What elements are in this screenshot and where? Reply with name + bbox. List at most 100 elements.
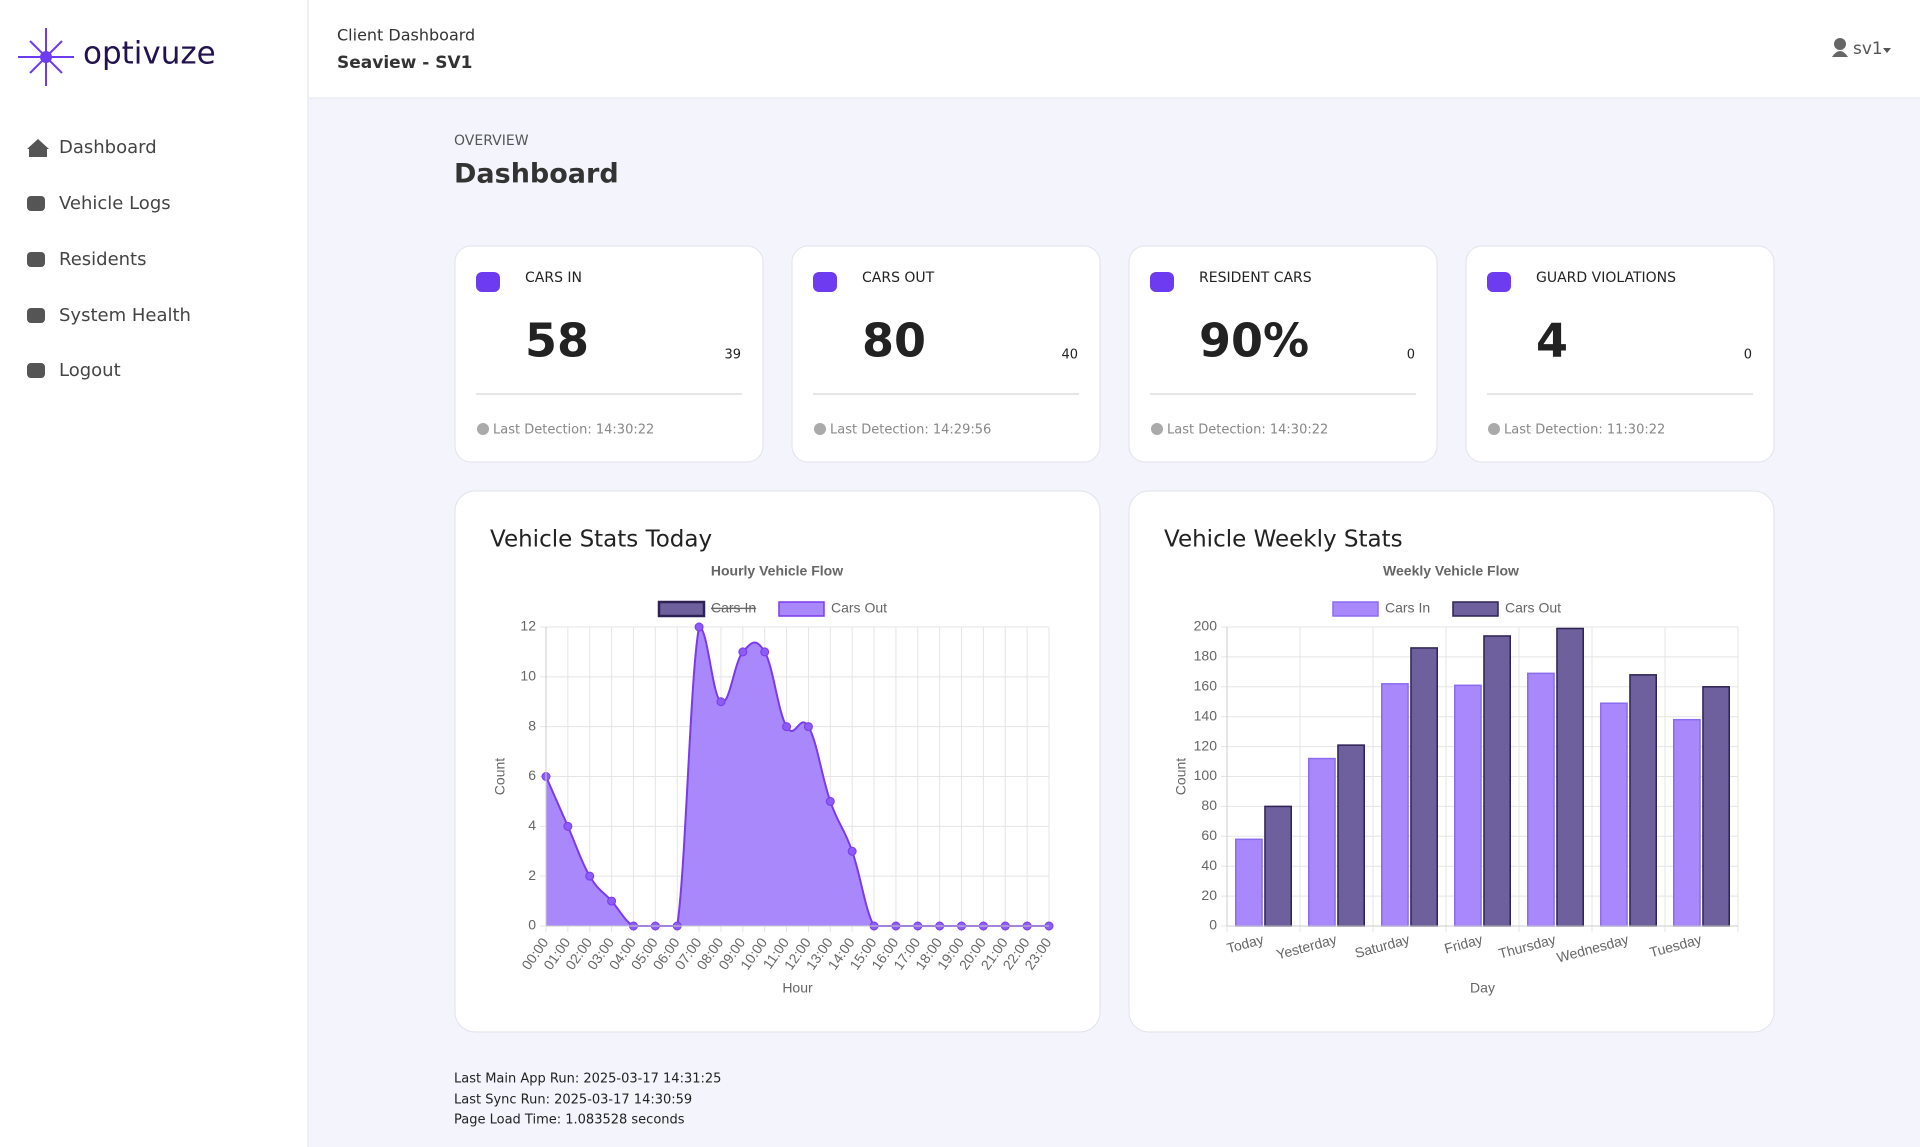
nav-item[interactable]: Residents bbox=[27, 249, 147, 270]
bar bbox=[1556, 627, 1584, 927]
brand: optivuze bbox=[83, 36, 216, 72]
legend-swatch bbox=[778, 601, 825, 617]
logo-core bbox=[40, 51, 52, 63]
x-axis-title: Hour bbox=[782, 980, 813, 996]
footer-line: Last Sync Run: 2025-03-17 14:30:59 bbox=[454, 1093, 692, 1108]
chart-title: Weekly Vehicle Flow bbox=[1383, 563, 1519, 579]
bar bbox=[1410, 647, 1438, 927]
stat-card: GUARD VIOLATIONS 4 0 Last Detection: 11:30:… bbox=[1465, 245, 1775, 463]
bar bbox=[1483, 635, 1511, 927]
point bbox=[585, 871, 595, 881]
y-tick-label: 80 bbox=[1201, 797, 1217, 813]
card-label: CARS IN bbox=[525, 270, 582, 286]
y-tick-label: 100 bbox=[1194, 767, 1218, 783]
user-icon bbox=[1834, 38, 1846, 50]
y-tick-label: 2 bbox=[528, 867, 536, 883]
legend-label: Cars Out bbox=[831, 600, 887, 616]
chart: Weekly Vehicle Flow Cars In Cars Out 0 20 40 6… bbox=[1173, 563, 1739, 996]
card-value: 80 bbox=[862, 314, 926, 368]
point bbox=[760, 647, 770, 657]
sidebar bbox=[0, 0, 308, 1147]
y-tick-label: 180 bbox=[1194, 648, 1218, 664]
legend-item[interactable]: Cars Out bbox=[778, 600, 887, 617]
clock-icon bbox=[477, 423, 489, 435]
nav-icon bbox=[27, 252, 45, 267]
nav-item[interactable]: Vehicle Logs bbox=[27, 193, 171, 214]
y-tick-label: 12 bbox=[520, 618, 536, 634]
y-axis-title: Count bbox=[1173, 758, 1189, 795]
clock-icon bbox=[814, 423, 826, 435]
nav-label: Logout bbox=[59, 360, 121, 381]
user-name: sv1 bbox=[1853, 39, 1883, 59]
caret bbox=[1883, 48, 1891, 53]
bar bbox=[1235, 838, 1263, 927]
clock-icon bbox=[1151, 423, 1163, 435]
area bbox=[546, 627, 1049, 926]
bar bbox=[1454, 684, 1482, 927]
bar bbox=[1527, 672, 1555, 927]
bar bbox=[1702, 686, 1730, 927]
chart-title: Hourly Vehicle Flow bbox=[711, 563, 843, 579]
card-detection: Last Detection: 14:30:22 bbox=[1167, 423, 1328, 438]
nav-label: Dashboard bbox=[59, 137, 157, 158]
header-title: Seaview - SV1 bbox=[337, 53, 473, 73]
y-tick-label: 6 bbox=[528, 767, 536, 783]
point bbox=[825, 796, 835, 806]
user-menu[interactable]: sv1 bbox=[1832, 38, 1891, 59]
card-icon bbox=[1150, 272, 1174, 292]
card-side: 0 bbox=[1407, 348, 1415, 363]
legend-swatch bbox=[1332, 601, 1379, 617]
stat-card: CARS IN 58 39 Last Detection: 14:30:22 bbox=[454, 245, 764, 463]
legend-item[interactable]: Cars Out bbox=[1452, 600, 1561, 617]
bar bbox=[1673, 718, 1701, 927]
card-label: RESIDENT CARS bbox=[1199, 270, 1312, 286]
header-subtitle: Client Dashboard bbox=[337, 26, 475, 45]
eyebrow: OVERVIEW bbox=[454, 133, 529, 149]
nav-icon bbox=[27, 308, 45, 323]
card-detection: Last Detection: 14:30:22 bbox=[493, 423, 654, 438]
y-tick-label: 0 bbox=[528, 917, 536, 933]
x-axis-title: Day bbox=[1470, 980, 1495, 996]
y-tick-label: 4 bbox=[528, 817, 536, 833]
legend-swatch bbox=[657, 600, 706, 618]
nav-icon bbox=[27, 139, 49, 157]
card-detection: Last Detection: 14:29:56 bbox=[830, 423, 991, 438]
nav-icon bbox=[27, 196, 45, 211]
nav-icon bbox=[27, 363, 45, 378]
card-icon bbox=[1487, 272, 1511, 292]
point bbox=[607, 896, 617, 906]
card-bg bbox=[454, 245, 764, 463]
card-side: 0 bbox=[1744, 348, 1752, 363]
nav-item[interactable]: Dashboard bbox=[27, 137, 157, 158]
panel-title: Vehicle Stats Today bbox=[490, 527, 712, 553]
legend-item[interactable]: Cars In bbox=[657, 600, 756, 618]
legend-label: Cars In bbox=[1385, 600, 1430, 616]
y-tick-label: 200 bbox=[1194, 618, 1218, 634]
bar bbox=[1264, 805, 1292, 927]
bar bbox=[1337, 744, 1365, 927]
y-tick-label: 0 bbox=[1209, 917, 1217, 933]
bar bbox=[1600, 702, 1628, 927]
legend-item[interactable]: Cars In bbox=[1332, 600, 1430, 617]
legend-swatch bbox=[1452, 601, 1499, 617]
card-label: CARS OUT bbox=[862, 270, 935, 286]
panel-title: Vehicle Weekly Stats bbox=[1164, 527, 1403, 553]
footer-line: Last Main App Run: 2025-03-17 14:31:25 bbox=[454, 1072, 721, 1087]
y-tick-label: 40 bbox=[1201, 857, 1217, 873]
clock-icon bbox=[1488, 423, 1500, 435]
legend-label: Cars In bbox=[711, 600, 756, 616]
card-bg bbox=[1465, 245, 1775, 463]
point bbox=[803, 722, 813, 732]
nav-item[interactable]: Logout bbox=[27, 360, 121, 381]
y-axis-title: Count bbox=[492, 758, 508, 795]
y-tick-label: 20 bbox=[1201, 887, 1217, 903]
legend-label: Cars Out bbox=[1505, 600, 1561, 616]
card-value: 90% bbox=[1199, 314, 1309, 368]
nav-item[interactable]: System Health bbox=[27, 305, 191, 326]
user-icon bbox=[1832, 51, 1848, 57]
logo[interactable] bbox=[18, 28, 74, 86]
stat-card: RESIDENT CARS 90% 0 Last Detection: 14:30:2… bbox=[1128, 245, 1438, 463]
stat-card: CARS OUT 80 40 Last Detection: 14:29:56 bbox=[791, 245, 1101, 463]
point bbox=[847, 846, 857, 856]
page-title: Dashboard bbox=[454, 159, 619, 190]
